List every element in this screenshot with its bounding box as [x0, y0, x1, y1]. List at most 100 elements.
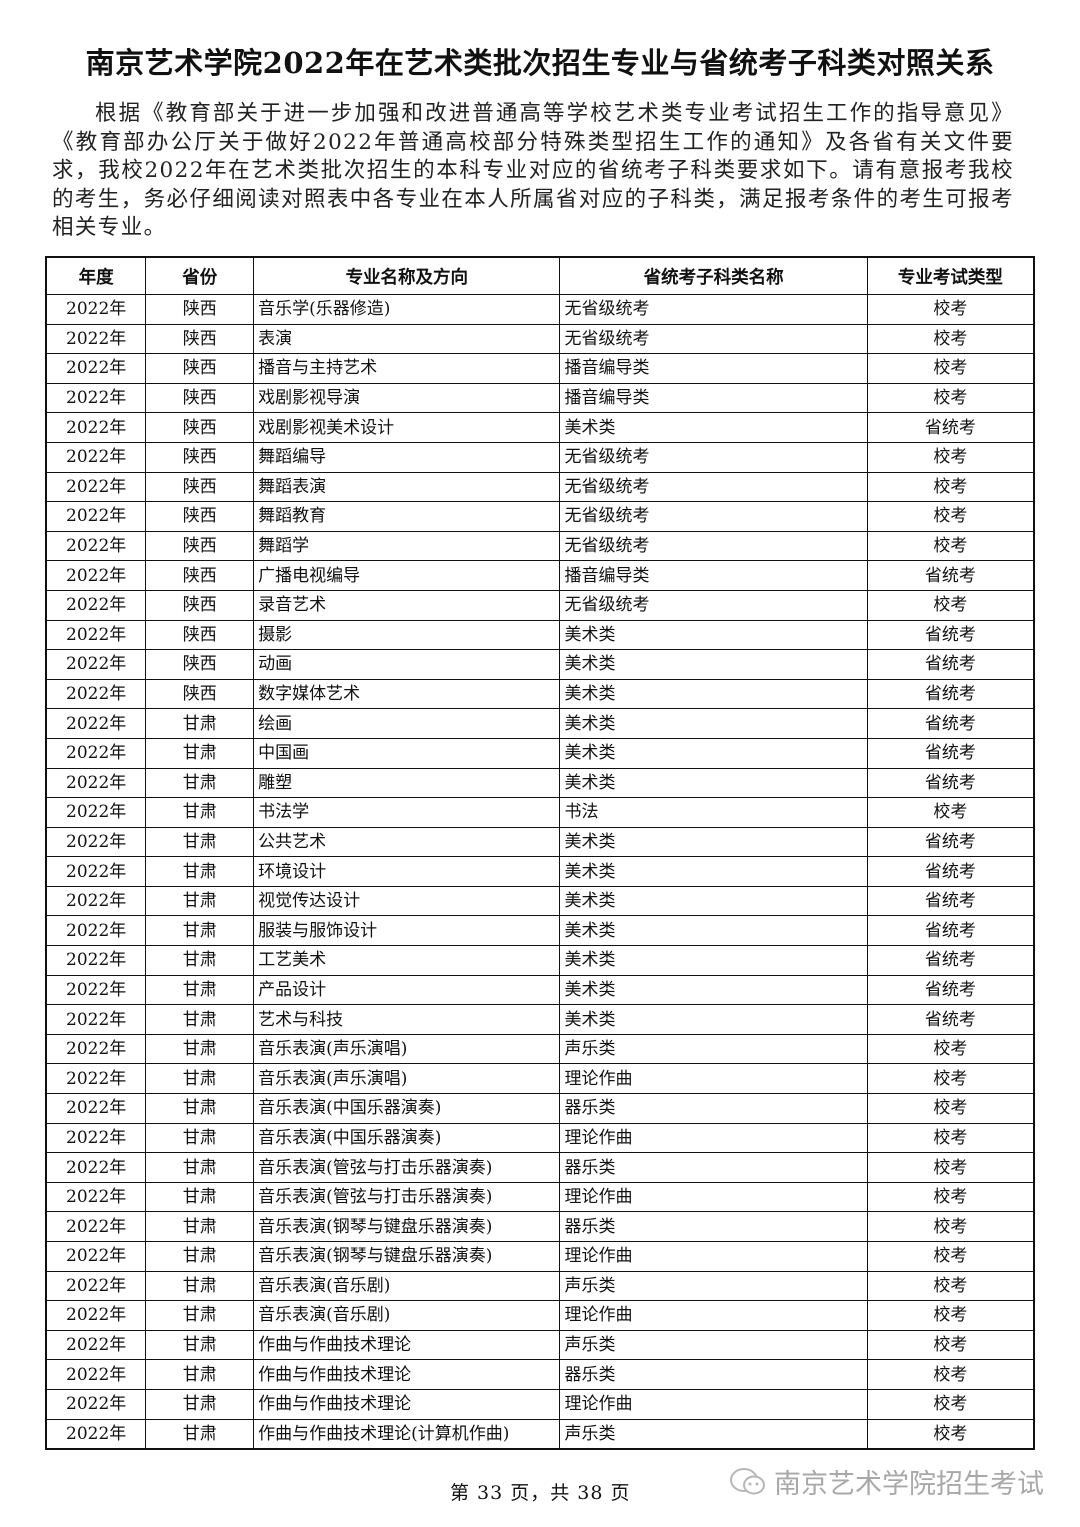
cell-major: 作曲与作曲技术理论(计算机作曲) — [253, 1418, 561, 1450]
cell-year: 2022年 — [45, 649, 147, 680]
cell-exam-type: 省统考 — [866, 915, 1035, 947]
cell-year: 2022年 — [45, 471, 147, 503]
table-row: 2022年 甘肃 音乐表演(声乐演唱) 声乐类 校考 — [45, 1033, 1035, 1065]
cell-year: 2022年 — [45, 1300, 147, 1331]
cell-subcategory: 无省级统考 — [559, 323, 868, 355]
cell-exam-type: 校考 — [866, 1388, 1035, 1420]
cell-province: 陕西 — [145, 412, 255, 443]
cell-province: 甘肃 — [145, 826, 255, 858]
table-row: 2022年 甘肃 音乐表演(钢琴与键盘乐器演奏) 理论作曲 校考 — [45, 1241, 1035, 1272]
cell-year: 2022年 — [45, 1033, 147, 1065]
cell-exam-type: 省统考 — [866, 826, 1035, 858]
cell-major: 音乐表演(音乐剧) — [253, 1300, 561, 1331]
cell-major: 音乐表演(钢琴与键盘乐器演奏) — [253, 1211, 561, 1242]
cell-province: 陕西 — [145, 471, 255, 503]
cell-province: 甘肃 — [145, 1270, 255, 1302]
cell-major: 工艺美术 — [253, 945, 561, 976]
cell-subcategory: 器乐类 — [559, 1359, 868, 1390]
cell-year: 2022年 — [45, 1211, 147, 1242]
cell-exam-type: 省统考 — [866, 619, 1035, 651]
cell-major: 雕塑 — [253, 767, 561, 799]
watermark-text: 南京艺术学院招生考试 — [774, 1469, 1044, 1500]
cell-subcategory: 器乐类 — [559, 1211, 868, 1242]
cell-province: 甘肃 — [145, 1093, 255, 1124]
table-row: 2022年 陕西 舞蹈表演 无省级统考 校考 — [45, 471, 1035, 503]
cell-exam-type: 省统考 — [866, 649, 1035, 680]
cell-major: 书法学 — [253, 797, 561, 828]
cell-province: 陕西 — [145, 353, 255, 384]
cell-province: 陕西 — [145, 589, 255, 621]
cell-exam-type: 校考 — [866, 353, 1035, 384]
cell-year: 2022年 — [45, 323, 147, 355]
cell-exam-type: 省统考 — [866, 708, 1035, 739]
cell-subcategory: 理论作曲 — [559, 1300, 868, 1331]
cell-major: 音乐表演(中国乐器演奏) — [253, 1122, 561, 1154]
cell-year: 2022年 — [45, 885, 147, 917]
cell-province: 甘肃 — [145, 797, 255, 828]
table-row: 2022年 陕西 摄影 美术类 省统考 — [45, 619, 1035, 651]
cell-province: 甘肃 — [145, 1418, 255, 1450]
cell-exam-type: 校考 — [866, 1063, 1035, 1095]
cell-exam-type: 校考 — [866, 1152, 1035, 1183]
table-row: 2022年 甘肃 音乐表演(管弦与打击乐器演奏) 器乐类 校考 — [45, 1152, 1035, 1183]
cell-province: 陕西 — [145, 294, 255, 325]
table-row: 2022年 陕西 舞蹈编导 无省级统考 校考 — [45, 441, 1035, 473]
cell-province: 陕西 — [145, 382, 255, 414]
cell-major: 艺术与科技 — [253, 1004, 561, 1035]
cell-major: 绘画 — [253, 708, 561, 739]
cell-year: 2022年 — [45, 1122, 147, 1154]
cell-province: 甘肃 — [145, 1300, 255, 1331]
table-row: 2022年 陕西 戏剧影视导演 播音编导类 校考 — [45, 382, 1035, 414]
cell-exam-type: 校考 — [866, 382, 1035, 414]
cell-major: 音乐表演(声乐演唱) — [253, 1033, 561, 1065]
cell-subcategory: 声乐类 — [559, 1270, 868, 1302]
cell-exam-type: 省统考 — [866, 678, 1035, 710]
cell-major: 音乐表演(中国乐器演奏) — [253, 1093, 561, 1124]
cell-subcategory: 美术类 — [559, 737, 868, 769]
cell-province: 甘肃 — [145, 945, 255, 976]
table-row: 2022年 甘肃 产品设计 美术类 省统考 — [45, 974, 1035, 1006]
table-row: 2022年 甘肃 雕塑 美术类 省统考 — [45, 767, 1035, 799]
cell-subcategory: 美术类 — [559, 1004, 868, 1035]
cell-subcategory: 无省级统考 — [559, 501, 868, 532]
cell-year: 2022年 — [45, 1359, 147, 1390]
cell-province: 陕西 — [145, 323, 255, 355]
cell-year: 2022年 — [45, 826, 147, 858]
cell-major: 音乐表演(管弦与打击乐器演奏) — [253, 1152, 561, 1183]
cell-major: 表演 — [253, 323, 561, 355]
cell-exam-type: 校考 — [866, 471, 1035, 503]
cell-exam-type: 校考 — [866, 501, 1035, 532]
cell-major: 音乐表演(钢琴与键盘乐器演奏) — [253, 1241, 561, 1272]
table-row: 2022年 甘肃 工艺美术 美术类 省统考 — [45, 945, 1035, 976]
cell-subcategory: 声乐类 — [559, 1329, 868, 1361]
table-header-row: 年度 省份 专业名称及方向 省统考子科类名称 专业考试类型 — [45, 256, 1035, 295]
cell-year: 2022年 — [45, 589, 147, 621]
table-row: 2022年 陕西 舞蹈学 无省级统考 校考 — [45, 530, 1035, 562]
cell-major: 舞蹈学 — [253, 530, 561, 562]
page-number: 第 33 页，共 38 页 — [450, 1482, 631, 1504]
cell-subcategory: 理论作曲 — [559, 1122, 868, 1154]
table-row: 2022年 陕西 舞蹈教育 无省级统考 校考 — [45, 501, 1035, 532]
cell-subcategory: 声乐类 — [559, 1033, 868, 1065]
cell-major: 音乐表演(管弦与打击乐器演奏) — [253, 1181, 561, 1213]
cell-province: 甘肃 — [145, 1211, 255, 1242]
cell-subcategory: 理论作曲 — [559, 1063, 868, 1095]
cell-exam-type: 校考 — [866, 1418, 1035, 1450]
table-row: 2022年 甘肃 服装与服饰设计 美术类 省统考 — [45, 915, 1035, 947]
cell-exam-type: 校考 — [866, 441, 1035, 473]
cell-major: 环境设计 — [253, 856, 561, 887]
cell-subcategory: 美术类 — [559, 649, 868, 680]
cell-exam-type: 省统考 — [866, 856, 1035, 887]
cell-province: 陕西 — [145, 560, 255, 591]
cell-subcategory: 器乐类 — [559, 1152, 868, 1183]
table-row: 2022年 甘肃 绘画 美术类 省统考 — [45, 708, 1035, 739]
cell-exam-type: 校考 — [866, 1270, 1035, 1302]
table-row: 2022年 甘肃 艺术与科技 美术类 省统考 — [45, 1004, 1035, 1035]
cell-year: 2022年 — [45, 1329, 147, 1361]
cell-exam-type: 省统考 — [866, 767, 1035, 799]
cell-province: 甘肃 — [145, 737, 255, 769]
cell-exam-type: 校考 — [866, 1181, 1035, 1213]
cell-year: 2022年 — [45, 678, 147, 710]
cell-province: 甘肃 — [145, 1388, 255, 1420]
cell-year: 2022年 — [45, 856, 147, 887]
